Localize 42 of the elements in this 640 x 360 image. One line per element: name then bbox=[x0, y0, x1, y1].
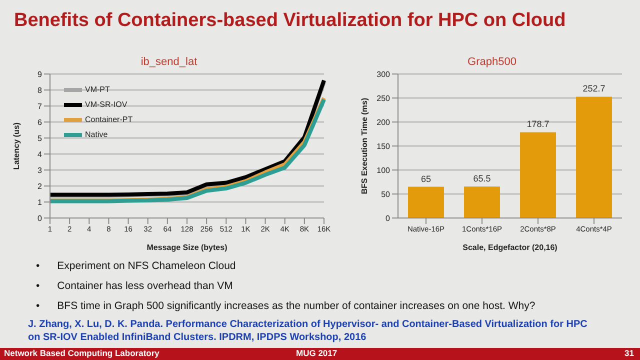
chart-title: Graph500 bbox=[466, 56, 518, 70]
chart-title: ib_send_lat bbox=[140, 56, 198, 70]
y-tick-label: 3 bbox=[38, 166, 43, 175]
text: Benefits of Containers-based Virtualization for HPC on Cloud bbox=[14, 10, 566, 32]
x-axis-title: Message Size (bytes) bbox=[146, 243, 228, 252]
text: • BFS time in Graph 500 significantly increases as the number of container increases on one host. Why? bbox=[36, 299, 536, 314]
bar bbox=[464, 186, 500, 218]
data-label: 65 bbox=[420, 174, 432, 184]
bar bbox=[576, 96, 612, 218]
text: • Experiment on NFS Chameleon Cloud bbox=[36, 259, 237, 274]
data-label: 252.7 bbox=[582, 84, 606, 94]
data-label: 178.7 bbox=[526, 119, 550, 130]
bar bbox=[520, 132, 556, 218]
legend-label: Native bbox=[85, 130, 108, 139]
y-tick-label: 200 bbox=[376, 118, 391, 127]
data-label: 65.5 bbox=[473, 174, 491, 184]
y-tick-label: 7 bbox=[38, 102, 43, 111]
y-tick-label: 1 bbox=[38, 198, 43, 207]
legend-label: VM-SR-IOV bbox=[85, 100, 128, 109]
y-tick-label: 2 bbox=[38, 182, 43, 191]
bar bbox=[408, 186, 444, 218]
y-tick-label: 0 bbox=[38, 214, 43, 223]
y-tick-label: 4 bbox=[38, 150, 43, 159]
y-tick-label: 150 bbox=[376, 142, 391, 151]
x-axis-title: Scale, Edgefactor (20,16) bbox=[462, 243, 558, 252]
legend-label: VM-PT bbox=[85, 85, 110, 94]
y-tick-label: 6 bbox=[38, 118, 43, 127]
footer-strip: Network Based Computing Laboratory MUG 2017 31 bbox=[0, 348, 640, 360]
y-tick-label: 300 bbox=[376, 70, 391, 79]
y-tick-label: 50 bbox=[381, 190, 391, 199]
line-series bbox=[48, 78, 326, 197]
text: • Container has less overhead than VM bbox=[36, 279, 234, 294]
legend-label: Container-PT bbox=[85, 115, 133, 124]
text: J. Zhang, X. Lu, D. K. Panda. Performance Characterization of Hypervisor- and Container-Based Virtualization for HPC on SR-IOV Enabled InfiniBand Clusters. IPDRM, IPDPS Workshop, 2016 bbox=[28, 318, 588, 344]
y-axis-title: Latency (us) bbox=[12, 122, 21, 170]
y-tick-label: 9 bbox=[38, 70, 43, 79]
y-tick-label: 0 bbox=[386, 214, 391, 223]
y-tick-label: 100 bbox=[376, 166, 391, 175]
y-tick-label: 250 bbox=[376, 94, 391, 103]
y-tick-label: 5 bbox=[38, 134, 43, 143]
y-tick-label: 8 bbox=[38, 86, 43, 95]
y-axis-title: BFS Execution Time (ms) bbox=[360, 98, 369, 194]
